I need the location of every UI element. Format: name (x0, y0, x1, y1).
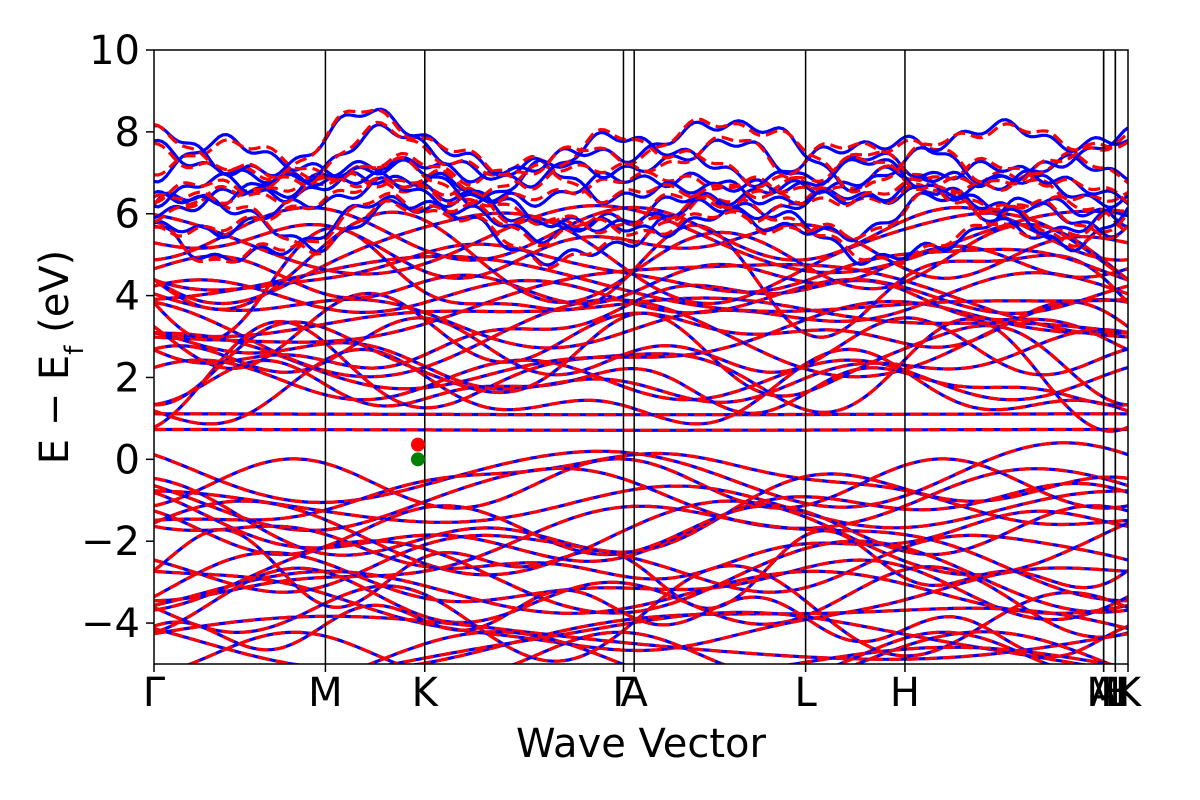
band-line-dashed (154, 271, 1128, 350)
band-line-dashed (154, 539, 1128, 615)
band-line-dashed (154, 451, 1128, 527)
band-line-dashed (154, 457, 1128, 510)
band-line-dashed (154, 358, 1128, 402)
band-line-dashed (154, 120, 1128, 192)
cbm-marker (410, 437, 425, 452)
band-line-dashed (154, 135, 1128, 206)
x-tick-label: A (620, 670, 648, 716)
band-line-dashed (154, 263, 1128, 344)
x-tick-label: L (1104, 670, 1127, 716)
band-line-dashed (154, 277, 1128, 315)
band-line-dashed (154, 204, 1128, 276)
y-axis-label: E − Ef (eV) (32, 250, 90, 465)
band-line-dashed (154, 191, 1128, 270)
band-line-dashed (154, 614, 1128, 661)
plot-frame (153, 49, 1129, 665)
x-tick-label: A (1090, 670, 1118, 716)
band-line-dashed (154, 606, 1128, 664)
y-tick-label: −4 (81, 601, 140, 647)
band-line-dashed (154, 108, 1128, 194)
band-line-dashed (154, 533, 1128, 594)
band-line-solid (154, 165, 1128, 236)
band-line-dashed (154, 223, 1128, 342)
band-line-dashed (154, 504, 1128, 603)
band-line-dashed (154, 358, 1128, 415)
band-line-dashed (154, 291, 1128, 371)
band-line-dashed (154, 509, 1128, 581)
band-line-dashed (185, 630, 1052, 664)
y-tick-label: 10 (89, 28, 140, 74)
y-tick-label: −2 (81, 519, 140, 565)
band-line-solid (365, 630, 1114, 664)
band-line-solid (154, 193, 1128, 267)
band-line-dashed (385, 610, 1089, 664)
band-line-dashed (154, 550, 1128, 622)
y-tick-label: 0 (115, 437, 140, 483)
y-axis-ticks: −4 −2 0 2 4 6 8 10 (81, 28, 154, 647)
x-tick-label: M (1086, 670, 1121, 716)
band-line-dashed (154, 169, 1128, 208)
band-line-dashed (154, 412, 1128, 417)
band-line-dashed (154, 244, 1128, 306)
band-line-dashed (154, 242, 1128, 294)
y-tick-label: 2 (115, 355, 140, 401)
band-lines (154, 107, 1128, 664)
x-tick-label: K (412, 670, 440, 716)
vbm-marker (410, 452, 425, 467)
x-axis-label: Wave Vector (516, 721, 767, 767)
high-symmetry-lines (324, 50, 1117, 664)
y-tick-label: 4 (115, 274, 140, 320)
band-line-dashed (154, 528, 1128, 610)
x-tick-label: K (1115, 670, 1143, 716)
x-tick-label: H (890, 670, 920, 716)
band-line-dashed (154, 566, 1128, 653)
band-line-dashed (784, 645, 1118, 664)
band-line-dashed (154, 484, 1128, 530)
band-line-dashed (154, 564, 1128, 663)
x-tick-label: H (1100, 670, 1130, 716)
y-tick-label: 6 (115, 192, 140, 238)
band-line-dashed (154, 296, 1128, 339)
band-line-solid (154, 132, 1128, 207)
band-line-dashed (154, 317, 1128, 433)
band-line-dashed (154, 328, 1128, 404)
band-line-dashed (154, 565, 1128, 639)
band-line-dashed (154, 254, 1128, 313)
band-line-dashed (154, 211, 1128, 306)
band-line-dashed (154, 569, 1128, 615)
x-tick-label: M (308, 670, 343, 716)
band-line-dashed (154, 278, 1128, 370)
band-line-dashed (154, 441, 1128, 509)
x-tick-label: L (794, 670, 817, 716)
y-tick-label: 8 (115, 110, 140, 156)
band-line-solid (154, 123, 1128, 189)
x-tick-label: Γ (143, 670, 166, 716)
band-line-dashed (154, 427, 1128, 432)
band-edge-markers (410, 437, 425, 467)
x-tick-label: Γ (612, 670, 635, 716)
